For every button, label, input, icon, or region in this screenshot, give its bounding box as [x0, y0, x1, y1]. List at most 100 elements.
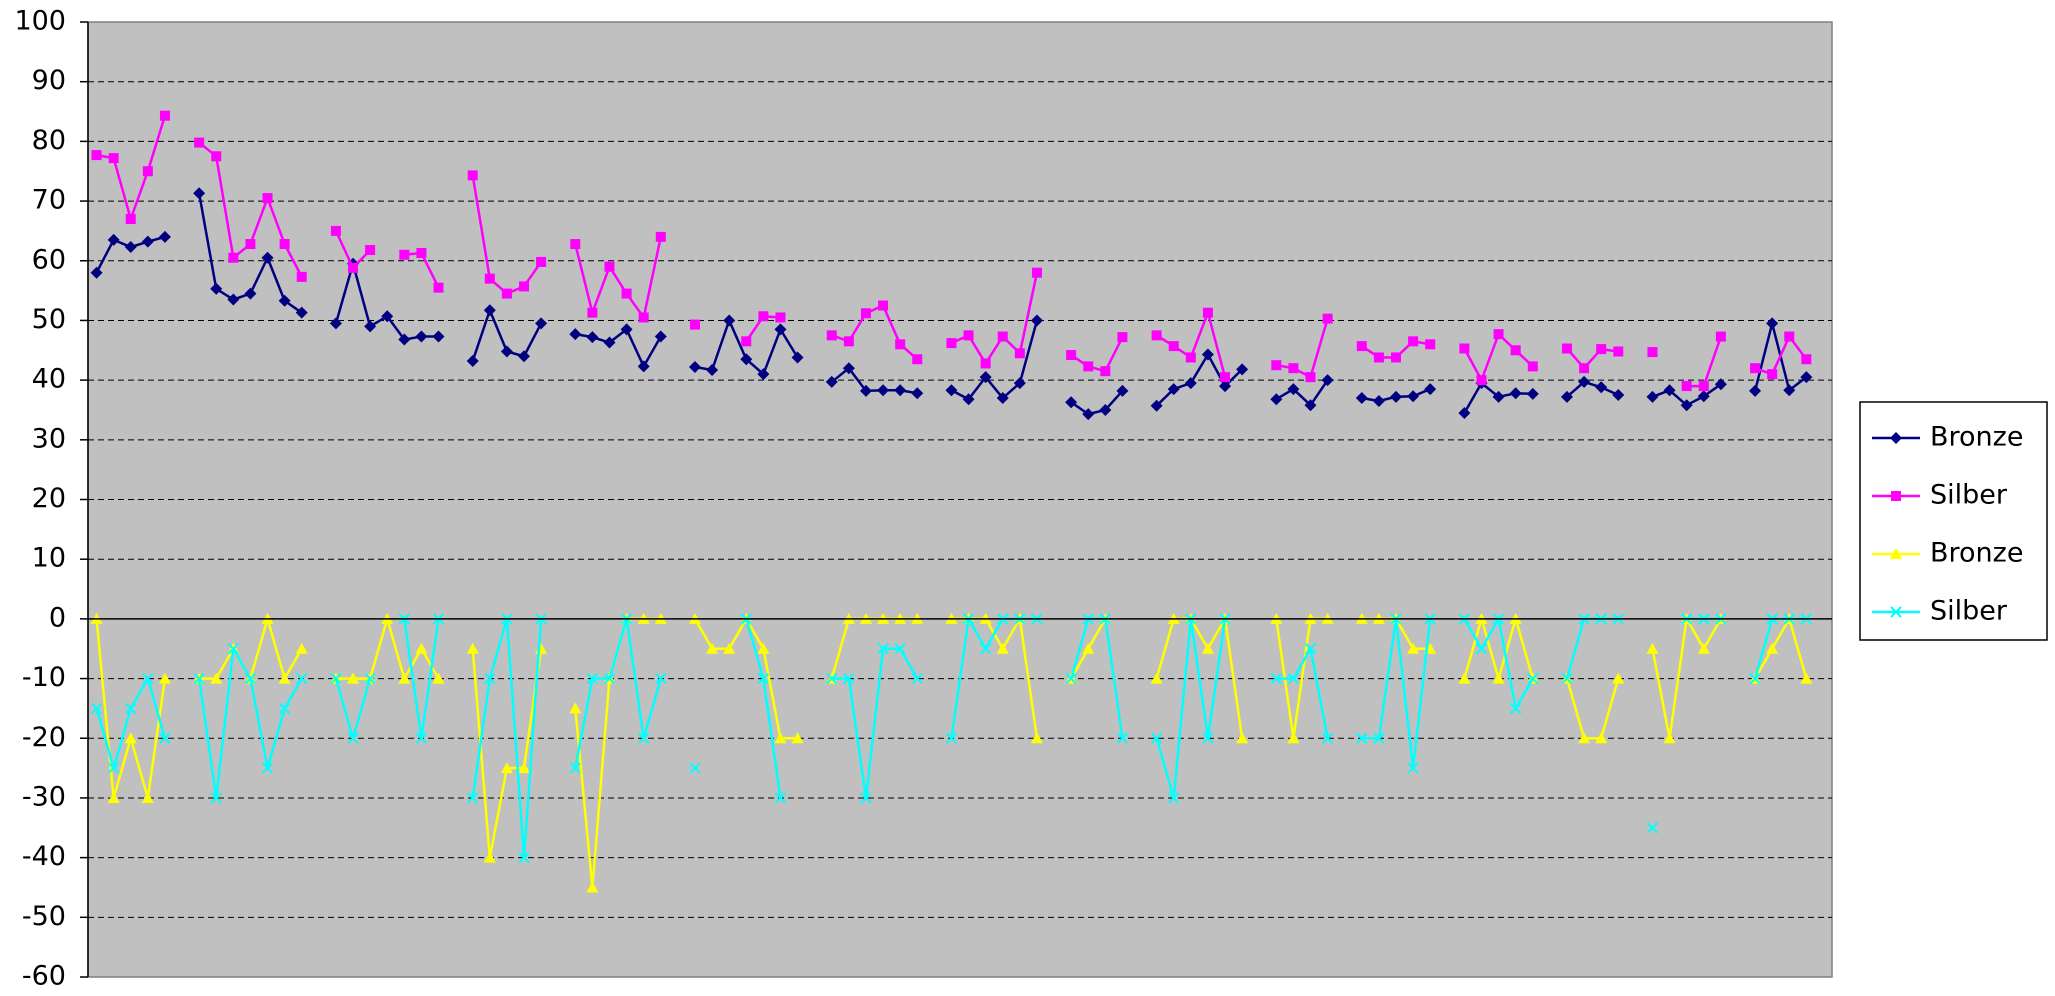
marker	[603, 336, 616, 349]
marker	[706, 642, 719, 654]
marker	[1425, 339, 1436, 350]
marker	[432, 672, 445, 684]
marker	[826, 330, 837, 341]
marker	[347, 732, 359, 744]
marker	[278, 702, 291, 715]
marker	[245, 239, 256, 250]
marker	[569, 762, 582, 774]
marker	[1767, 369, 1778, 380]
marker	[1663, 732, 1676, 744]
marker	[569, 328, 582, 341]
marker	[945, 732, 958, 744]
marker	[483, 851, 496, 863]
legend-label: Bronze	[1930, 538, 2023, 569]
marker	[91, 150, 102, 161]
marker	[210, 282, 223, 295]
marker	[895, 339, 906, 350]
marker	[1322, 313, 1333, 324]
series-lines	[90, 110, 1813, 893]
marker	[90, 702, 103, 715]
marker	[1220, 372, 1231, 383]
marker	[1526, 387, 1539, 400]
marker	[689, 762, 701, 774]
marker	[193, 187, 206, 200]
marker	[330, 225, 341, 236]
marker	[1372, 395, 1385, 408]
marker	[107, 233, 120, 246]
marker	[415, 642, 428, 654]
marker	[416, 247, 427, 258]
marker	[278, 672, 291, 684]
legend: Bronze Silber Bronze Silber	[1859, 401, 2048, 641]
marker	[1287, 672, 1300, 685]
marker	[1270, 393, 1283, 406]
marker	[125, 213, 136, 224]
marker	[1271, 360, 1282, 371]
marker	[1612, 672, 1625, 684]
marker	[536, 256, 547, 267]
marker	[1476, 375, 1487, 386]
marker	[1698, 381, 1709, 392]
marker	[842, 362, 855, 375]
marker	[1304, 399, 1317, 412]
marker	[1510, 345, 1521, 356]
marker	[1801, 354, 1812, 365]
marker	[1185, 352, 1196, 363]
marker	[1356, 732, 1368, 744]
marker	[278, 294, 291, 307]
marker	[1117, 332, 1128, 343]
marker	[878, 300, 889, 311]
legend-box	[1859, 401, 2048, 641]
y-tick-label: 40	[32, 364, 66, 395]
marker	[655, 231, 666, 242]
marker	[963, 330, 974, 341]
marker	[1321, 732, 1334, 744]
marker	[348, 262, 359, 273]
marker	[638, 312, 649, 323]
marker	[1890, 548, 1902, 559]
marker	[758, 311, 769, 322]
marker	[1750, 363, 1761, 374]
marker	[774, 323, 787, 336]
marker	[295, 306, 308, 319]
marker	[706, 363, 719, 376]
marker	[1492, 672, 1505, 684]
marker	[141, 791, 154, 803]
marker	[1407, 642, 1420, 654]
marker	[466, 792, 479, 804]
marker	[757, 642, 770, 654]
marker	[1509, 387, 1522, 400]
marker	[570, 239, 581, 250]
marker	[484, 672, 496, 685]
marker	[1321, 374, 1334, 387]
marker	[586, 672, 599, 685]
y-tick-label: -40	[22, 841, 66, 872]
marker	[1168, 341, 1179, 352]
marker	[843, 336, 854, 347]
marker	[912, 354, 923, 365]
marker	[1579, 363, 1590, 374]
marker	[1201, 642, 1214, 654]
marker	[621, 288, 632, 299]
marker	[107, 791, 120, 803]
marker	[1201, 348, 1214, 361]
marker	[518, 851, 530, 864]
marker	[107, 762, 120, 774]
marker	[1715, 331, 1726, 342]
marker	[723, 642, 736, 654]
marker	[604, 261, 615, 272]
marker	[1168, 792, 1180, 804]
marker	[1646, 390, 1659, 403]
marker	[1407, 762, 1419, 774]
marker	[1390, 390, 1402, 403]
marker	[586, 331, 599, 344]
marker	[1150, 672, 1163, 684]
marker	[141, 235, 154, 248]
marker	[330, 672, 342, 685]
marker	[1236, 363, 1249, 376]
marker	[1030, 732, 1043, 744]
marker	[877, 643, 889, 655]
marker	[296, 271, 307, 282]
y-tick-label: 30	[32, 423, 66, 454]
marker	[484, 273, 495, 284]
